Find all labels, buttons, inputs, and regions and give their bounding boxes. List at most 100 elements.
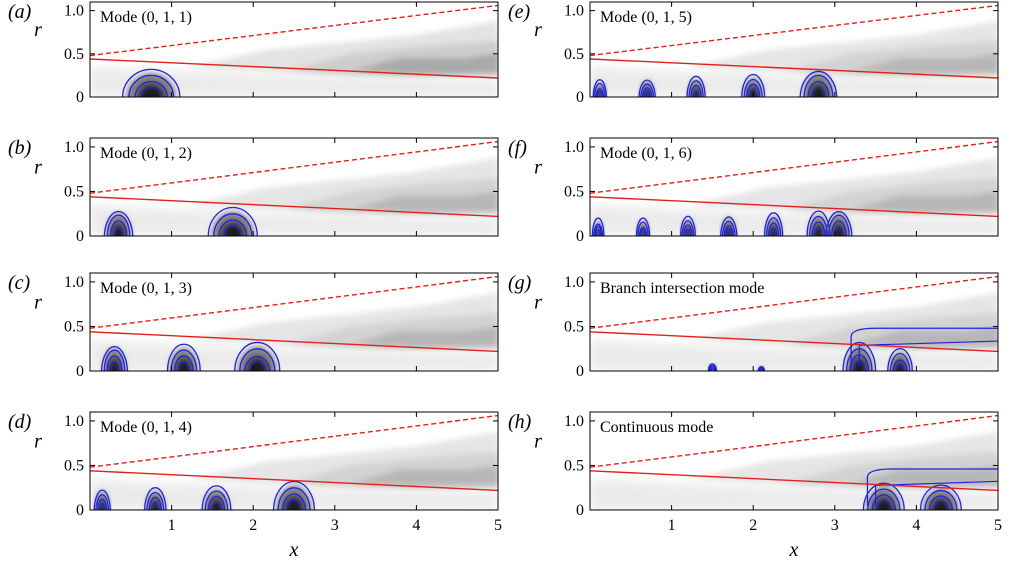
panel-frame	[89, 411, 499, 511]
mode-core	[138, 84, 165, 97]
mode-contour-line	[875, 480, 998, 506]
mode-contour-line	[892, 359, 908, 371]
mode-contour-line	[146, 491, 165, 510]
panel-frame	[89, 137, 499, 237]
mode-contour-line	[128, 74, 175, 97]
mode-contour-line	[213, 213, 253, 236]
mode-contour-line	[889, 352, 911, 371]
panel-letter: (f)	[508, 137, 527, 159]
y-tick-label: 0	[576, 502, 584, 519]
y-tick-label: 1.0	[64, 3, 84, 20]
mode-title: Branch intersection mode	[600, 280, 764, 297]
y-tick-label: 1.0	[64, 139, 84, 156]
x-tick-label: 5	[494, 517, 502, 534]
mode-contour-line	[690, 84, 702, 97]
mode-title: Mode (0, 1, 6)	[600, 145, 692, 162]
mode-core	[692, 87, 701, 97]
mode-contour-line	[234, 341, 281, 371]
mode-contour-line	[98, 503, 106, 510]
y-tick-label: 0.5	[64, 457, 84, 474]
y-tick-label: 1.0	[64, 413, 84, 430]
mode-contour-line	[103, 349, 126, 371]
y-tick-label: 1.0	[564, 139, 584, 156]
mode-contour-line	[681, 220, 695, 236]
mode-contour-line	[743, 78, 763, 97]
y-axis-label: r	[534, 430, 542, 452]
mode-contour-line	[239, 348, 276, 371]
grey-contour-region	[351, 326, 498, 349]
x-tick-label: 5	[994, 517, 1002, 534]
grey-contour-region	[90, 204, 498, 236]
y-tick-label: 0	[76, 228, 84, 245]
mode-contour-line	[593, 223, 604, 236]
grey-contour-region	[351, 191, 498, 214]
mode-contour-line	[825, 211, 853, 236]
mode-title: Mode (0, 1, 5)	[600, 9, 692, 26]
grey-contour-region	[851, 326, 998, 349]
x-tick-label: 3	[831, 517, 839, 534]
panel-a: 0 0.5 1.0 r(a) Mode (0, 1, 1)	[8, 1, 499, 106]
panel-frame	[589, 411, 999, 511]
mode-contour-line	[148, 496, 162, 510]
mode-core	[813, 224, 824, 236]
mode-contour-line	[866, 468, 998, 506]
panel-plot-area	[90, 414, 498, 510]
mode-contour-line	[748, 88, 758, 97]
mode-core	[769, 225, 778, 236]
mode-core	[810, 84, 827, 97]
y-axis-label: r	[534, 156, 542, 178]
inner-boundary-line	[590, 58, 998, 79]
grey-contour-region	[851, 191, 998, 214]
mode-contour-line	[842, 341, 877, 371]
y-tick-label: 0.5	[564, 183, 584, 200]
mode-core	[874, 497, 893, 510]
inner-boundary-line	[90, 331, 498, 353]
outer-boundary-line	[90, 4, 498, 57]
mode-contour-line	[596, 90, 603, 97]
outer-boundary-line	[90, 275, 498, 329]
y-axis-label: r	[34, 19, 42, 41]
inner-boundary-line	[90, 470, 498, 492]
panel-plot-area	[590, 275, 998, 371]
mode-contour-line	[640, 229, 646, 236]
outer-boundary-line	[590, 275, 998, 329]
mode-contour-line	[103, 210, 134, 236]
outer-boundary-line	[590, 414, 998, 468]
outer-boundary-line	[90, 140, 498, 194]
inner-boundary-line	[590, 331, 998, 353]
mode-contour-line	[811, 86, 826, 97]
panel-letter: (d)	[8, 411, 32, 433]
mode-contour-line	[641, 87, 653, 97]
panel-plot-area	[90, 4, 498, 97]
y-tick-label: 1.0	[564, 3, 584, 20]
y-tick-label: 0	[576, 228, 584, 245]
panel-plot-area	[590, 414, 998, 510]
mode-core	[284, 497, 304, 510]
panel-letter: (g)	[508, 272, 532, 294]
mode-contour-line	[109, 361, 120, 371]
grey-contour-region	[90, 66, 498, 97]
y-tick-label: 0.5	[564, 46, 584, 63]
mode-contour-line	[638, 79, 656, 97]
mode-contour-line	[595, 88, 605, 97]
y-axis-label: r	[534, 291, 542, 313]
mode-contour-line	[895, 363, 905, 371]
y-tick-label: 1.0	[564, 274, 584, 291]
x-tick-label: 1	[168, 517, 176, 534]
panel-letter: (e)	[508, 1, 531, 23]
mode-contour-line	[799, 70, 838, 97]
mode-title: Continuous mode	[600, 419, 713, 436]
panel-frame	[89, 1, 499, 98]
y-tick-label: 0	[76, 363, 84, 380]
mode-contour-line	[244, 355, 271, 371]
mode-contour-line	[201, 485, 232, 510]
panel-e: 0 0.5 1.0 r(e) Mode (0, 1, 5)	[508, 1, 999, 106]
y-axis-label: r	[34, 430, 42, 452]
y-axis-label: r	[34, 156, 42, 178]
mode-contour-line	[95, 494, 110, 510]
mode-core	[833, 223, 845, 236]
panel-f: 0 0.5 1.0 r (f) Mode (0, 1, 6)	[508, 137, 999, 245]
outer-boundary-line	[90, 414, 498, 468]
mode-contour-line	[813, 226, 824, 236]
y-tick-label: 0.5	[64, 46, 84, 63]
